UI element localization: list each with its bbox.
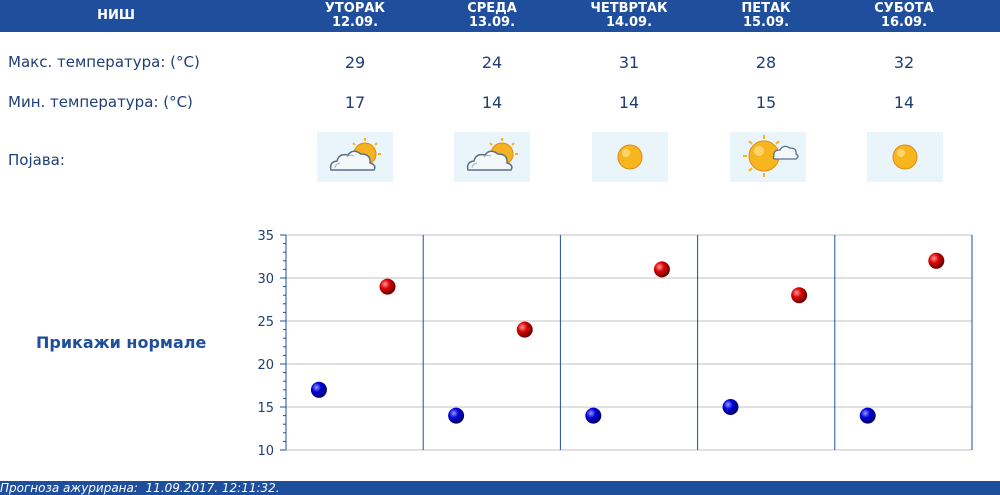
day-header-4: ПЕТАК 15.09. [697,0,835,32]
min-temp-value: 14 [893,93,915,112]
y-tick-label: 25 [257,315,274,330]
min-temp-point [448,407,465,424]
city-name: НИШ [97,8,135,23]
y-tick-label: 20 [257,358,274,373]
max-temp-label: Макс. температура: (°C) [8,53,200,71]
day-date: 16.09. [880,15,928,30]
max-temp-value: 24 [481,53,503,72]
day-date: 15.09. [742,15,790,30]
min-temp-value: 14 [618,93,640,112]
max-temp-point [653,261,670,278]
max-temp-value: 29 [344,53,366,72]
y-tick-label: 30 [257,272,274,287]
y-tick-label: 35 [257,229,274,244]
max-temp-point [791,287,808,304]
day-name: СРЕДА [467,1,517,16]
y-tick-label: 15 [257,401,274,416]
min-temp-point [722,399,739,415]
min-temp-value: 14 [481,93,503,112]
day-date: 14.09. [605,15,653,30]
forecast-updated-footer: Прогноза ажурирана: 11.09.2017. 12:11:32… [0,481,1000,495]
day-header-1: УТОРАК 12.09. [286,0,424,32]
max-temp-value: 28 [755,53,777,72]
temperature-chart: 35 30 25 20 15 10 [257,229,973,459]
cloud-sun-icon [317,132,393,182]
max-temp-point [516,321,533,338]
day-name: УТОРАК [324,1,386,16]
day-name: ЧЕТВРТАК [590,1,668,16]
min-temp-value: 17 [344,93,366,112]
min-temp-value: 15 [755,93,777,112]
cloud-sun-icon [454,132,530,182]
min-temp-label: Мин. температура: (°C) [8,93,193,111]
show-normals-link[interactable]: Прикажи нормале [36,333,207,352]
sun-icon [867,132,943,182]
day-header-2: СРЕДА 13.09. [423,0,561,32]
min-temp-point [585,407,602,424]
sun-cloud-icon [730,132,806,182]
day-header-5: СУБОТА 16.09. [835,0,973,32]
day-name: СУБОТА [874,1,934,16]
day-date: 13.09. [468,15,516,30]
max-temp-point [928,252,945,269]
day-header-3: ЧЕТВРТАК 14.09. [560,0,698,32]
max-temp-point [379,278,396,295]
min-temp-point [859,407,876,424]
day-name: ПЕТАК [741,1,791,16]
min-temp-point [310,381,327,398]
forecast-header: НИШ УТОРАК 12.09. СРЕДА 13.09. ЧЕТВРТАК … [0,0,1000,32]
phenomenon-label: Појава: [8,151,65,169]
sun-icon [592,132,668,182]
max-temp-value: 31 [618,53,640,72]
day-date: 12.09. [331,15,379,30]
y-tick-label: 10 [257,444,274,459]
max-temp-value: 32 [893,53,915,72]
